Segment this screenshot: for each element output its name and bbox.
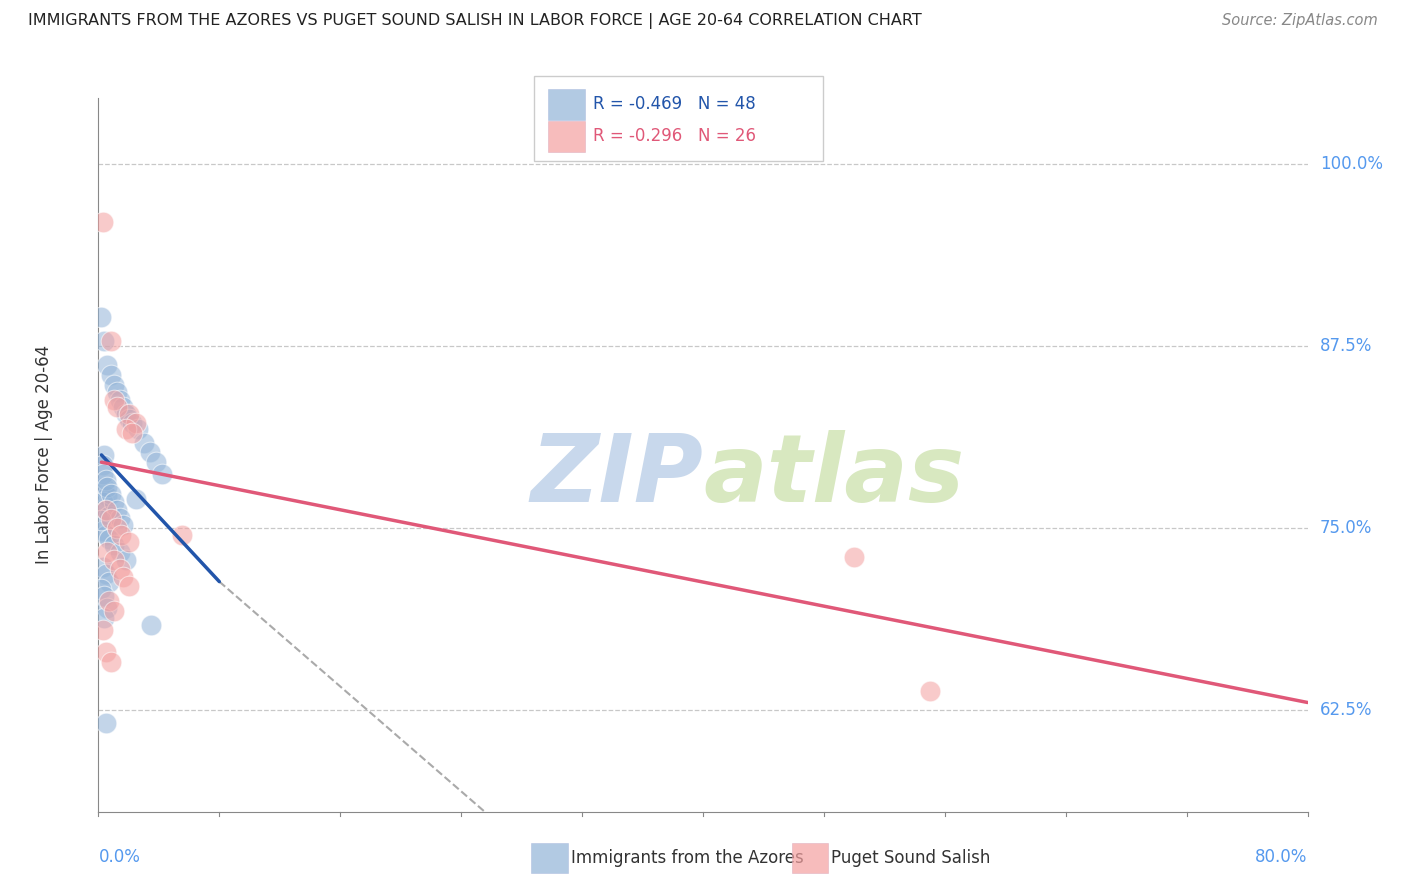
Point [96, 600, 118, 615]
Point [94, 644, 117, 658]
Point [91, 560, 114, 574]
Point [111, 570, 134, 584]
Text: Immigrants from the Azores: Immigrants from the Azores [571, 849, 804, 867]
Point [103, 538, 125, 552]
Point [96, 545, 118, 559]
Point [108, 510, 131, 524]
Point [90, 310, 112, 324]
Text: Puget Sound Salish: Puget Sound Salish [831, 849, 990, 867]
Point [100, 334, 122, 349]
Point [94, 503, 117, 517]
Text: 80.0%: 80.0% [1256, 848, 1308, 866]
Point [150, 467, 173, 481]
Point [100, 487, 122, 501]
Point [98, 593, 121, 607]
Point [93, 334, 115, 349]
Point [105, 400, 128, 414]
Point [111, 400, 134, 414]
Text: atlas: atlas [703, 430, 965, 523]
Point [844, 549, 866, 564]
Point [105, 521, 128, 535]
Point [94, 567, 117, 582]
Point [96, 489, 118, 503]
Text: 0.0%: 0.0% [98, 848, 141, 866]
Point [118, 579, 141, 593]
Point [121, 426, 143, 441]
Point [118, 535, 141, 549]
Point [100, 655, 122, 669]
Point [141, 618, 163, 632]
Point [91, 467, 114, 481]
Point [132, 436, 155, 450]
Text: 62.5%: 62.5% [1320, 701, 1372, 719]
Point [94, 503, 117, 517]
Point [93, 611, 115, 625]
Point [98, 533, 121, 547]
Point [118, 411, 141, 425]
Text: 100.0%: 100.0% [1320, 154, 1382, 173]
Text: IMMIGRANTS FROM THE AZORES VS PUGET SOUND SALISH IN LABOR FORCE | AGE 20-64 CORR: IMMIGRANTS FROM THE AZORES VS PUGET SOUN… [28, 13, 922, 29]
Point [103, 378, 125, 392]
Point [111, 517, 134, 532]
Point [145, 455, 167, 469]
Text: 75.0%: 75.0% [1320, 519, 1372, 537]
Point [100, 512, 122, 526]
Text: In Labor Force | Age 20-64: In Labor Force | Age 20-64 [35, 345, 53, 565]
Point [105, 385, 128, 400]
Point [121, 416, 143, 430]
Point [108, 545, 131, 559]
Text: R = -0.296   N = 26: R = -0.296 N = 26 [593, 128, 756, 145]
Point [125, 491, 148, 506]
Point [114, 407, 136, 421]
Text: R = -0.469   N = 48: R = -0.469 N = 48 [593, 95, 756, 113]
Point [108, 561, 131, 575]
Point [125, 416, 148, 430]
Point [139, 445, 162, 459]
Point [118, 407, 141, 421]
Point [110, 528, 132, 542]
Point [103, 392, 125, 407]
Point [103, 494, 125, 508]
Point [93, 589, 115, 603]
Text: 87.5%: 87.5% [1320, 336, 1372, 355]
Point [94, 473, 117, 487]
Point [94, 715, 117, 730]
Point [918, 683, 941, 698]
Point [114, 553, 136, 567]
Point [100, 368, 122, 382]
Text: ZIP: ZIP [530, 430, 703, 523]
Text: Source: ZipAtlas.com: Source: ZipAtlas.com [1222, 13, 1378, 29]
Point [93, 448, 115, 462]
Point [90, 513, 112, 527]
Point [114, 422, 136, 436]
Point [91, 623, 114, 637]
Point [91, 494, 114, 508]
Point [90, 582, 112, 596]
Point [91, 458, 114, 472]
Point [93, 480, 115, 494]
Point [108, 392, 131, 407]
Point [96, 358, 118, 372]
Point [98, 574, 121, 589]
Point [170, 528, 193, 542]
Point [103, 553, 125, 567]
Point [96, 480, 118, 494]
Point [94, 528, 117, 542]
Point [98, 509, 121, 524]
Point [91, 524, 114, 538]
Point [105, 503, 128, 517]
Point [127, 422, 149, 436]
Point [91, 215, 114, 229]
Point [103, 604, 125, 618]
